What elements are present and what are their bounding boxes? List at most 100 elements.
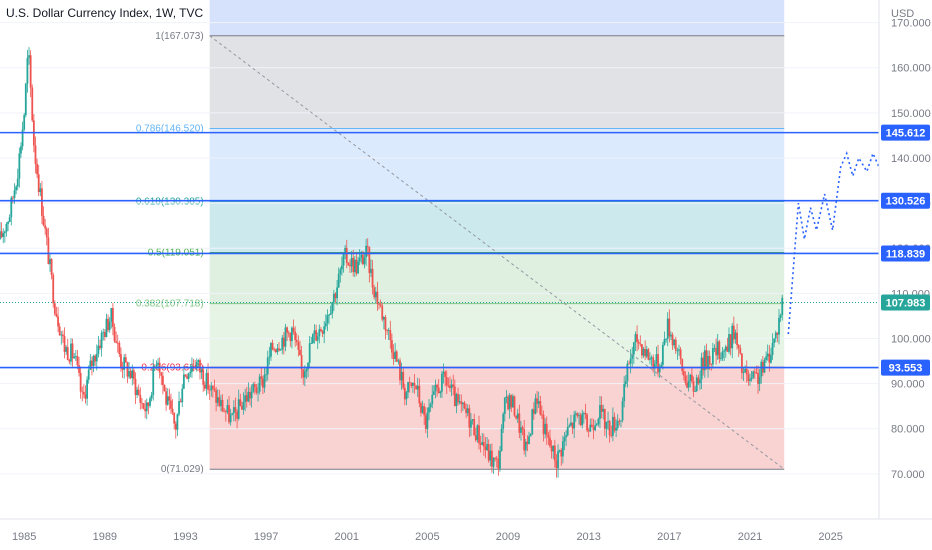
candle-body [736,332,738,346]
candle-body [452,384,455,387]
candle-body [537,401,540,404]
candle-body [232,407,235,414]
candle-body [76,356,79,366]
candle-body [703,350,706,371]
candle-body [8,217,11,222]
candle-body [745,368,748,375]
candle-body [561,441,564,457]
candle-body [92,355,95,366]
candle-body [482,442,485,447]
candle-body [334,293,337,299]
candle-body [342,253,345,266]
candle-body [192,365,195,368]
candle-body [737,345,740,349]
candle-body [429,404,432,408]
candle-body [387,330,390,331]
candle-body [495,458,498,459]
candle-body [397,360,400,362]
candle-body [765,356,768,360]
candle-body [691,374,693,382]
candle-body [702,357,705,371]
price-tag-bg [881,359,930,376]
candle-body [573,414,576,429]
candle-body [513,396,516,416]
candle-body [16,178,19,187]
candle-body [613,416,616,431]
candle-body [302,369,305,378]
candle-body [116,342,119,344]
y-tick-label: 170.000 [891,18,931,30]
candle-body [582,412,585,414]
candle-body [63,336,66,352]
candle-body [531,409,534,435]
candle-body [189,371,192,374]
candle-body [39,188,42,193]
candle-body [45,228,48,238]
candle-body [305,369,308,372]
candle-body [450,384,453,389]
candle-body [750,377,753,380]
candle-body [589,424,592,432]
y-tick-label: 160.000 [891,63,931,75]
candle-body [534,398,537,414]
candle-body [349,265,351,267]
x-tick-label: 2005 [415,531,439,543]
candle-body [444,371,447,378]
candle-body [150,395,153,399]
candle-body [20,146,22,154]
candle-body [316,336,319,341]
candle-body [555,460,558,468]
candle-body [384,317,387,331]
candle-body [436,384,438,388]
candle-body [394,351,397,359]
candle-body [255,387,258,393]
candle-body [149,398,151,406]
candle-body [716,341,719,356]
candle-body [624,381,627,385]
candle-body [73,356,76,359]
candle-body [99,345,101,349]
candle-body [15,186,18,191]
candle-body [684,375,687,384]
price-tag: 118.839 [886,248,925,260]
candle-body [273,349,276,351]
candle-body [103,332,106,337]
candle-body [373,287,376,298]
candle-body [770,355,772,363]
candle-body [592,427,595,431]
fib-zone-0 [209,35,785,129]
candle-body [516,413,519,419]
candle-body [666,318,669,339]
candle-body [216,397,219,403]
candle-body [641,344,643,356]
y-tick-label: 70.000 [891,469,925,481]
candle-body [647,349,650,360]
candle-body [131,370,134,379]
candle-body [507,396,509,410]
candle-body [179,401,182,403]
projection-path[interactable] [787,151,880,335]
y-tick-label: 90.000 [891,379,925,391]
candle-body [431,394,434,405]
candle-body [337,273,340,288]
candle-body [708,356,711,365]
candle-body [699,379,701,384]
candle-body [361,254,364,265]
candle-body [574,413,577,415]
candle-body [407,382,409,393]
candle-body [308,343,311,363]
fib-level-label: 0.618(130.385) [136,196,204,207]
candle-body [421,406,424,413]
candle-body [549,437,551,446]
candle-body [597,418,600,425]
candle-body [595,424,598,426]
candle-body [779,315,782,318]
drawings-layer[interactable] [0,35,880,470]
candle-body [566,427,569,436]
candle-body [552,445,555,452]
candle-body [355,259,358,274]
candle-body [600,405,603,412]
candle-body [368,247,371,273]
x-tick-label: 2021 [738,531,762,543]
